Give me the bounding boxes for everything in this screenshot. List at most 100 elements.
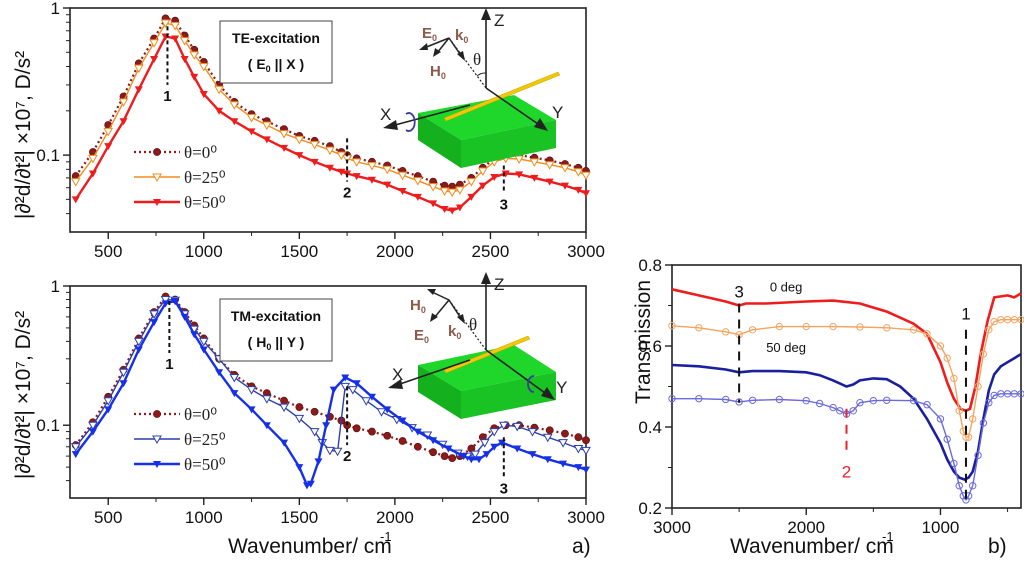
data-point — [352, 424, 361, 433]
y-tick-label: 0.2 — [638, 499, 662, 518]
data-point — [501, 170, 510, 178]
data-point — [103, 397, 114, 406]
data-point — [668, 322, 676, 330]
data-point — [70, 178, 81, 187]
ylabel-top: |∂²d/∂t²| ×10⁷, D/s² — [12, 51, 35, 219]
data-point — [119, 380, 128, 388]
z-arrow-head — [481, 8, 491, 20]
panel-label-b: b) — [988, 535, 1007, 558]
data-point — [478, 182, 487, 190]
data-point — [444, 445, 453, 453]
z-arrow-head — [481, 272, 491, 284]
x-tick-label: 1000 — [185, 508, 223, 527]
theta-label: θ — [469, 315, 477, 334]
data-point — [829, 403, 837, 412]
data-point — [1017, 390, 1024, 398]
data-point — [429, 448, 438, 457]
x-axis-label: X — [392, 365, 403, 384]
z-axis-label: Z — [494, 275, 504, 294]
data-point — [985, 326, 993, 334]
data-point — [936, 342, 945, 350]
peak-label: 1 — [165, 356, 173, 373]
data-point — [968, 482, 977, 490]
data-point — [447, 188, 458, 198]
data-point — [883, 324, 891, 332]
substrate-front-face — [418, 113, 461, 168]
data-point — [325, 446, 335, 456]
data-point — [455, 204, 464, 212]
data-point — [367, 161, 377, 171]
x-axis-line — [394, 104, 471, 126]
data-point — [802, 322, 810, 331]
data-point — [439, 187, 450, 197]
data-point — [573, 445, 584, 454]
plot-frame — [69, 7, 587, 233]
data-point — [923, 330, 931, 338]
x-tick-label: 3000 — [567, 508, 605, 527]
data-point — [459, 453, 468, 461]
data-point — [314, 458, 323, 466]
data-point — [466, 178, 477, 187]
data-point — [979, 350, 988, 358]
data-point — [470, 450, 481, 460]
x-tick-label: 500 — [94, 508, 122, 527]
data-point — [160, 295, 171, 305]
data-point — [474, 456, 483, 464]
data-point — [133, 64, 144, 74]
data-point — [775, 322, 784, 331]
data-point — [199, 346, 208, 354]
data-point — [561, 429, 569, 438]
xlabel-a-sup: -1 — [380, 529, 392, 544]
data-point — [189, 51, 200, 60]
data-point — [482, 451, 491, 459]
data-point — [815, 399, 824, 408]
y-arrow-head — [534, 118, 548, 131]
data-point — [559, 460, 568, 468]
rotation-arrow-icon — [527, 375, 535, 393]
data-point — [490, 443, 499, 451]
y-tick-label: 0.1 — [36, 416, 60, 435]
peak-label: 1 — [961, 305, 970, 324]
data-point — [71, 196, 80, 204]
h-arrow-head — [433, 48, 441, 57]
data-point — [170, 22, 180, 31]
data-point — [262, 136, 271, 144]
data-point — [943, 435, 951, 443]
data-point — [514, 155, 524, 165]
data-point — [545, 426, 554, 435]
data-point — [280, 396, 288, 405]
data-point — [542, 433, 553, 443]
data-point — [361, 397, 372, 406]
e-vector — [423, 37, 450, 49]
ylabel-right: Transmission — [632, 280, 655, 404]
legend-marker — [153, 461, 161, 468]
data-point — [413, 193, 422, 201]
legend-marker — [152, 435, 162, 445]
data-point — [309, 141, 320, 150]
data-point — [721, 328, 730, 336]
peak-label: 3 — [734, 282, 743, 301]
ylabel-bottom: |∂²d/∂t²| ×10⁷, D/s² — [12, 311, 35, 479]
series-line-2 — [671, 352, 1022, 482]
e0-label: E0 — [414, 327, 429, 345]
legend-marker — [153, 410, 161, 418]
data-point — [88, 170, 97, 178]
data-point — [118, 98, 129, 107]
legend-marker — [152, 173, 162, 183]
data-point — [198, 63, 209, 72]
data-point — [574, 433, 583, 442]
excitation-title: TM-excitation — [231, 308, 321, 324]
legend-label: θ=0⁰ — [184, 405, 217, 424]
data-point — [383, 406, 392, 414]
y-axis-label: Y — [552, 103, 563, 122]
data-point — [347, 386, 358, 395]
data-point — [118, 368, 129, 378]
data-point — [70, 443, 81, 452]
e-vector — [433, 299, 450, 319]
legend-marker — [153, 148, 161, 156]
data-point — [325, 146, 335, 156]
data-point — [134, 86, 143, 94]
data-point — [979, 419, 988, 427]
y-axis-line — [485, 349, 546, 394]
data-point — [413, 428, 422, 436]
